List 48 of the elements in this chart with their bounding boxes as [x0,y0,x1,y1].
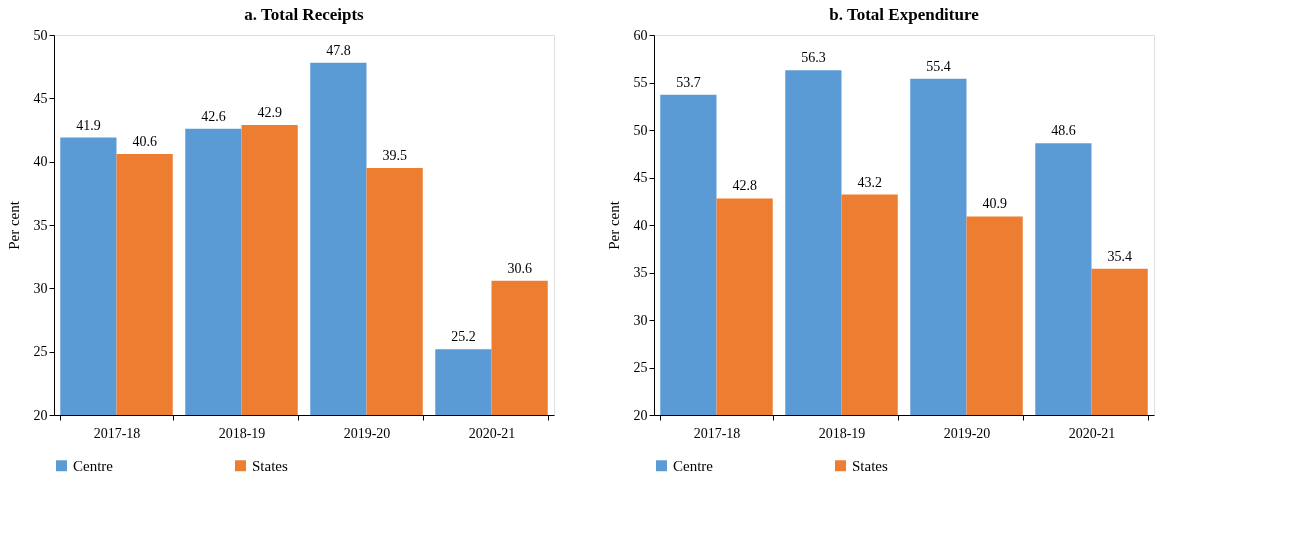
data-label: 47.8 [326,42,351,58]
y-tick-label: 25 [33,344,48,360]
data-label: 41.9 [76,117,101,133]
chart-title: b. Total Expenditure [829,5,980,24]
y-axis-title: Per cent [605,200,622,250]
y-tick-label: 35 [633,265,648,280]
y-axis-title: Per cent [5,200,22,250]
legend-label: Centre [73,457,114,474]
data-label: 35.4 [1107,248,1132,264]
data-label: 42.8 [732,178,757,194]
data-label: 39.5 [382,148,407,163]
x-tick-label: 2020-21 [1068,425,1116,441]
x-tick-label: 2018-19 [818,425,866,441]
y-tick-label: 20 [633,407,648,423]
data-label: 42.6 [201,108,226,124]
y-tick-label: 55 [633,75,648,90]
x-tick-label: 2019-20 [943,425,991,441]
y-tick-label: 50 [633,122,648,138]
data-label: 25.2 [451,329,476,345]
y-tick-label: 35 [33,217,48,233]
x-tick-label: 2020-21 [468,425,516,441]
data-label: 56.3 [801,50,826,66]
y-tick-label: 45 [33,90,48,106]
x-tick-label: 2017-18 [693,425,741,441]
y-tick-label: 40 [633,217,648,233]
data-label: 40.9 [982,196,1007,212]
x-tick-label: 2018-19 [218,425,266,441]
y-tick-label: 45 [633,170,648,185]
y-tick-label: 40 [33,154,48,170]
data-label: 43.2 [857,174,882,190]
x-tick-label: 2019-20 [343,425,391,441]
x-tick-label: 2017-18 [93,425,141,441]
data-label: 42.9 [257,104,282,120]
y-tick-label: 30 [633,312,648,328]
legend-label: States [252,457,288,474]
data-label: 53.7 [676,74,701,90]
y-tick-label: 60 [633,27,648,43]
data-label: 48.6 [1051,123,1076,139]
data-label: 55.4 [926,58,951,74]
data-label: 30.6 [507,260,532,276]
chart-title: a. Total Receipts [244,5,365,24]
y-tick-label: 30 [33,280,48,296]
y-tick-label: 25 [633,360,648,375]
legend-label: States [852,457,888,474]
y-tick-label: 20 [33,407,48,423]
y-tick-label: 50 [33,27,48,43]
legend-label: Centre [673,457,714,474]
data-label: 40.6 [132,134,157,150]
